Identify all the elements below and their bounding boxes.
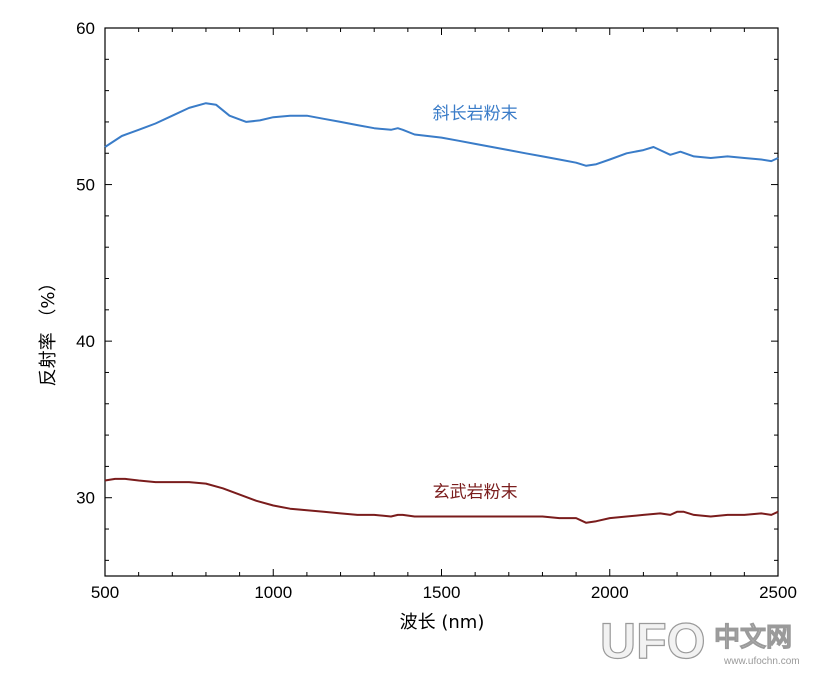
series-line-2 [104, 477, 779, 524]
watermark-logo-text: UFO [600, 613, 706, 668]
x-axis-title: 波长 (nm) [400, 612, 485, 633]
x-tick-label: 2000 [591, 583, 629, 602]
series-label-1: 斜长岩粉末 [433, 104, 518, 124]
series-line-1 [104, 102, 779, 167]
y-tick-label: 60 [76, 19, 95, 38]
x-tick-label: 2500 [759, 583, 797, 602]
y-axis-title: 反射率 （%） [38, 274, 59, 387]
x-tick-label: 1500 [423, 583, 461, 602]
y-tick-label: 50 [76, 176, 95, 195]
x-tick-label: 500 [91, 583, 119, 602]
y-tick-label: 30 [76, 489, 95, 508]
y-tick-label: 40 [76, 332, 95, 351]
series-label-2: 玄武岩粉末 [433, 483, 518, 503]
x-tick-label: 1000 [254, 583, 292, 602]
axes: 500 1000 1500 2000 2500 30 40 50 60 [76, 19, 797, 602]
watermark-name-text: 中文网 [714, 622, 792, 653]
ufo-watermark-logo: UFO 中文网 www.ufochn.com [599, 612, 800, 668]
watermark-url-text: www.ufochn.com [723, 656, 800, 667]
